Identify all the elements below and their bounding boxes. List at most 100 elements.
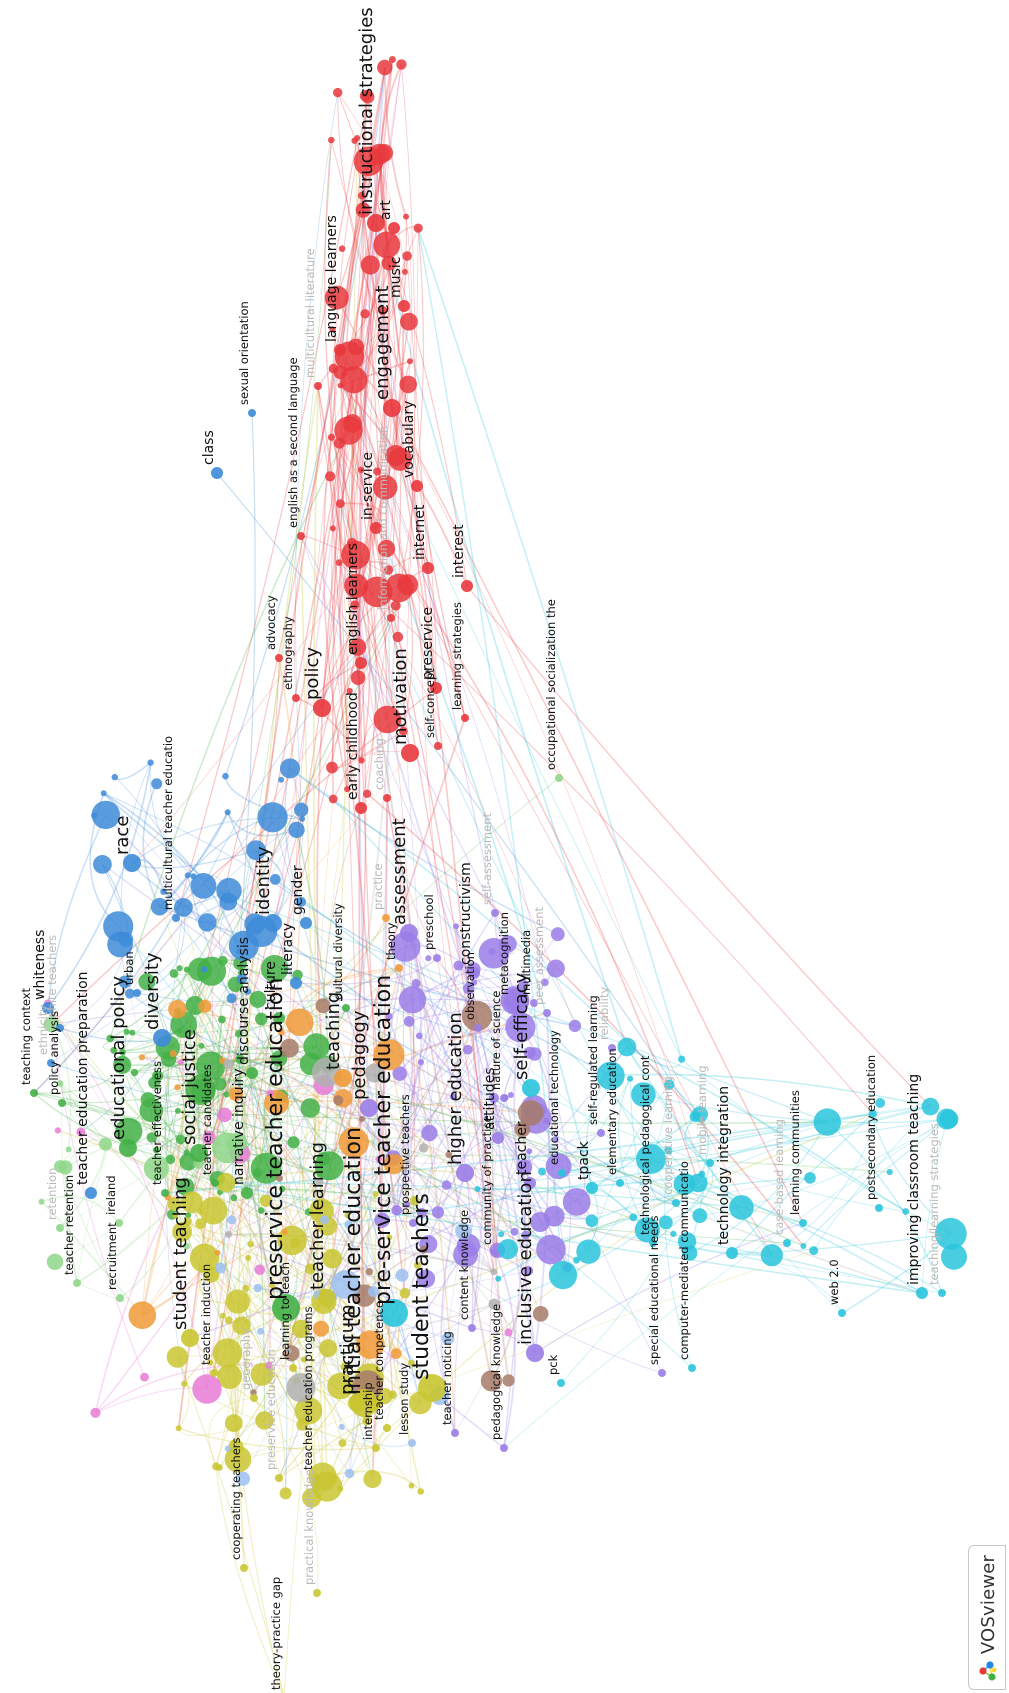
keyword-node[interactable] <box>372 1191 379 1198</box>
keyword-node[interactable] <box>373 1039 405 1071</box>
keyword-node[interactable] <box>174 1084 181 1091</box>
keyword-node[interactable] <box>399 375 418 394</box>
keyword-node[interactable] <box>692 1106 708 1123</box>
keyword-node[interactable] <box>175 1425 182 1432</box>
keyword-node[interactable] <box>278 1185 286 1193</box>
keyword-label[interactable]: information and communication <box>376 426 390 610</box>
keyword-node[interactable] <box>804 1172 816 1184</box>
keyword-node[interactable] <box>500 1094 508 1102</box>
keyword-label[interactable]: web 2.0 <box>827 1259 841 1305</box>
keyword-node[interactable] <box>576 1239 601 1264</box>
keyword-node[interactable] <box>181 1380 188 1387</box>
keyword-node[interactable] <box>401 268 408 275</box>
keyword-node[interactable] <box>246 840 266 861</box>
keyword-label[interactable]: internet <box>412 504 428 560</box>
keyword-node[interactable] <box>451 1429 459 1437</box>
keyword-node[interactable] <box>300 1098 320 1118</box>
keyword-node[interactable] <box>341 540 370 570</box>
keyword-node[interactable] <box>536 1234 566 1265</box>
keyword-node[interactable] <box>249 990 267 1008</box>
keyword-label[interactable]: content knowledge <box>457 1210 471 1320</box>
keyword-node[interactable] <box>202 1130 216 1145</box>
keyword-node[interactable] <box>232 1316 251 1335</box>
keyword-label[interactable]: technological pedagogical cont <box>638 1055 652 1235</box>
keyword-node[interactable] <box>370 522 382 534</box>
keyword-node[interactable] <box>677 1232 697 1251</box>
keyword-node[interactable] <box>378 306 388 316</box>
keyword-node[interactable] <box>419 1143 429 1153</box>
keyword-label[interactable]: ethnography <box>281 616 295 690</box>
keyword-node[interactable] <box>505 1012 536 1043</box>
keyword-node[interactable] <box>355 657 367 669</box>
keyword-node[interactable] <box>181 1191 203 1214</box>
keyword-label[interactable]: computer-mediated communicatio <box>677 1161 691 1360</box>
keyword-label[interactable]: self-concept <box>423 668 437 738</box>
keyword-node[interactable] <box>123 854 141 872</box>
keyword-node[interactable] <box>543 1117 550 1124</box>
keyword-label[interactable]: music <box>388 257 404 298</box>
keyword-node[interactable] <box>215 1262 227 1274</box>
keyword-node[interactable] <box>617 1037 637 1057</box>
keyword-node[interactable] <box>395 964 403 972</box>
keyword-node[interactable] <box>373 467 382 476</box>
keyword-node[interactable] <box>421 1124 438 1142</box>
keyword-node[interactable] <box>375 1155 382 1163</box>
keyword-node[interactable] <box>434 742 442 750</box>
keyword-node[interactable] <box>340 366 368 394</box>
keyword-label[interactable]: cooperative learning <box>661 1076 675 1195</box>
keyword-node[interactable] <box>218 1015 226 1024</box>
keyword-node[interactable] <box>240 1564 248 1572</box>
keyword-node[interactable] <box>450 1093 457 1101</box>
keyword-node[interactable] <box>372 475 398 500</box>
keyword-label[interactable]: practice <box>371 864 385 911</box>
keyword-node[interactable] <box>359 1116 365 1122</box>
keyword-node[interactable] <box>532 1306 549 1322</box>
keyword-node[interactable] <box>235 1471 251 1486</box>
keyword-label[interactable]: teaching <box>323 992 344 1070</box>
keyword-label[interactable]: narrative inquiry <box>231 1069 247 1185</box>
keyword-node[interactable] <box>76 1127 86 1137</box>
keyword-node[interactable] <box>138 973 156 991</box>
keyword-node[interactable] <box>500 1444 508 1452</box>
keyword-node[interactable] <box>390 600 401 611</box>
keyword-node[interactable] <box>248 409 256 417</box>
keyword-node[interactable] <box>38 1198 45 1205</box>
keyword-label[interactable]: educational technology <box>547 1030 561 1165</box>
keyword-node[interactable] <box>514 1121 531 1138</box>
keyword-node[interactable] <box>110 1046 118 1054</box>
keyword-label[interactable]: learning communities <box>788 1090 802 1215</box>
keyword-node[interactable] <box>313 1589 321 1597</box>
keyword-node[interactable] <box>185 1212 192 1219</box>
keyword-node[interactable] <box>337 1485 344 1492</box>
keyword-node[interactable] <box>196 956 227 986</box>
keyword-node[interactable] <box>119 1049 126 1056</box>
keyword-node[interactable] <box>259 1194 273 1208</box>
keyword-node[interactable] <box>355 1330 385 1359</box>
keyword-node[interactable] <box>495 1275 502 1282</box>
keyword-node[interactable] <box>395 1268 409 1282</box>
keyword-node[interactable] <box>474 1186 481 1192</box>
keyword-node[interactable] <box>168 999 187 1019</box>
keyword-node[interactable] <box>498 1231 505 1238</box>
keyword-node[interactable] <box>275 1474 283 1482</box>
keyword-label[interactable]: preschool <box>422 894 436 950</box>
keyword-node[interactable] <box>445 1151 453 1159</box>
keyword-label[interactable]: teacher candidates <box>200 1064 214 1175</box>
keyword-node[interactable] <box>267 1089 274 1097</box>
keyword-node[interactable] <box>333 87 343 98</box>
keyword-node[interactable] <box>329 525 336 532</box>
keyword-node[interactable] <box>678 1055 686 1063</box>
keyword-node[interactable] <box>608 1044 616 1052</box>
keyword-node[interactable] <box>338 245 346 252</box>
keyword-label[interactable]: gender <box>290 865 306 915</box>
keyword-node[interactable] <box>331 1270 360 1299</box>
keyword-node[interactable] <box>334 344 346 356</box>
keyword-node[interactable] <box>153 1029 171 1047</box>
keyword-node[interactable] <box>548 1261 578 1290</box>
keyword-node[interactable] <box>363 1469 382 1489</box>
keyword-label[interactable]: early childhood <box>345 692 361 800</box>
keyword-label[interactable]: art <box>378 200 394 220</box>
keyword-node[interactable] <box>936 1108 958 1130</box>
keyword-node[interactable] <box>165 1154 176 1165</box>
keyword-node[interactable] <box>212 1338 243 1368</box>
